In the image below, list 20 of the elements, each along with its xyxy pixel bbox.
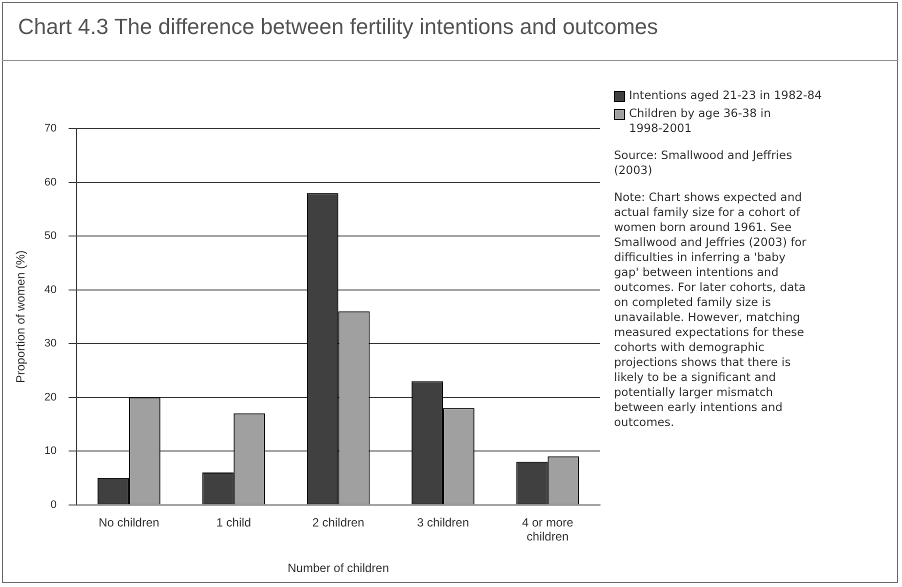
y-tick-label: 10 xyxy=(44,445,57,458)
y-tick-label: 60 xyxy=(44,176,57,188)
x-tick-label: 1 child xyxy=(216,515,251,530)
x-tick-label: 3 children xyxy=(416,515,470,530)
source-note: Source: Smallwood and Jeffries (2003) xyxy=(614,148,794,178)
x-tick-label: No children xyxy=(98,515,160,530)
legend-label: Intentions aged 21-23 in 1982-84 xyxy=(629,88,822,103)
x-tick-label: 4 or more children xyxy=(522,515,574,544)
text: Note: Chart shows expected and actual family size for a cohort of women born around 1961. See Smallwood and Jeffries (2003) for difficulties in inferring a 'baby gap' between intentions and outcomes. For later cohorts, data on completed family size is unavailable. However, matching measured expectations for these cohorts with demographic projections shows that there is likely to be a significant and potentially larger mismatch between early intentions and outcomes. xyxy=(614,190,806,429)
y-tick-label: 20 xyxy=(44,391,57,404)
chart-title: Chart 4.3 The difference between fertility intentions and outcomes xyxy=(18,14,658,40)
legend-label: Children by age 36-38 in 1998-2001 xyxy=(629,106,772,136)
y-tick-label: 40 xyxy=(44,284,57,296)
y-tick-label: 70 xyxy=(44,122,57,135)
x-tick-label: 2 children xyxy=(312,515,364,530)
y-axis-title: Proportion of women (%) xyxy=(14,250,28,384)
y-tick-label: 30 xyxy=(44,338,57,350)
y-tick-label: 50 xyxy=(44,230,57,242)
x-axis-title: Number of children xyxy=(288,561,390,576)
y-tick-label: 0 xyxy=(50,498,57,511)
